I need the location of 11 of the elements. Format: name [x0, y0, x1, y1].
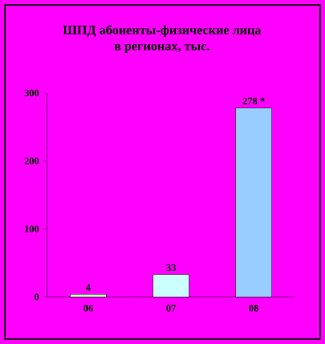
- y-tick-label: 200: [24, 158, 39, 164]
- data-label: 4: [86, 284, 91, 291]
- y-tick-label: 0: [34, 294, 39, 300]
- x-tick-label: 07: [166, 304, 176, 312]
- y-tick-label: 300: [24, 90, 39, 96]
- data-label: 33: [166, 264, 176, 272]
- data-label: 278 *: [242, 98, 264, 104]
- chart-title: ШПД абоненты-физические лица в регионах, тыс.: [62, 24, 262, 54]
- x-tick-label: 08: [249, 304, 258, 312]
- x-tick-label: 06: [84, 304, 94, 312]
- y-tick-label: 100: [25, 226, 39, 232]
